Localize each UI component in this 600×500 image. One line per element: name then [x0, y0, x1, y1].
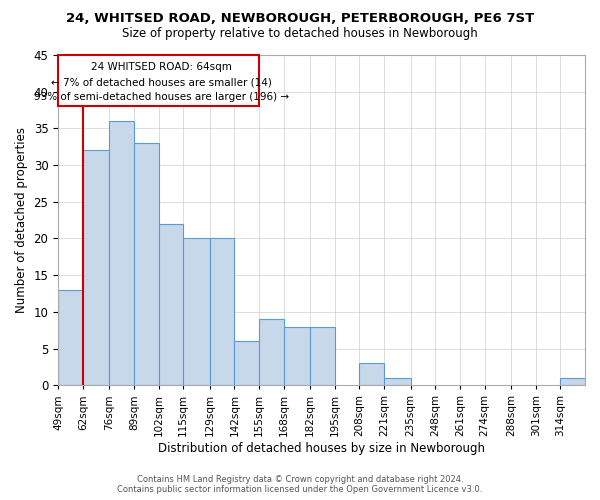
- Text: 24 WHITSED ROAD: 64sqm: 24 WHITSED ROAD: 64sqm: [91, 62, 232, 72]
- Bar: [384, 378, 410, 386]
- Text: Contains HM Land Registry data © Crown copyright and database right 2024.
Contai: Contains HM Land Registry data © Crown c…: [118, 474, 482, 494]
- Bar: [158, 224, 183, 386]
- Bar: [210, 238, 235, 386]
- Bar: [134, 143, 158, 386]
- Text: 24, WHITSED ROAD, NEWBOROUGH, PETERBOROUGH, PE6 7ST: 24, WHITSED ROAD, NEWBOROUGH, PETERBOROU…: [66, 12, 534, 26]
- Bar: [310, 326, 335, 386]
- Bar: [560, 378, 585, 386]
- Bar: [83, 150, 109, 386]
- X-axis label: Distribution of detached houses by size in Newborough: Distribution of detached houses by size …: [158, 442, 485, 455]
- Text: ← 7% of detached houses are smaller (14): ← 7% of detached houses are smaller (14): [51, 77, 272, 87]
- Text: 93% of semi-detached houses are larger (196) →: 93% of semi-detached houses are larger (…: [34, 92, 289, 102]
- Bar: [235, 342, 259, 386]
- Bar: [109, 121, 134, 386]
- Bar: [359, 364, 384, 386]
- Y-axis label: Number of detached properties: Number of detached properties: [15, 127, 28, 313]
- Text: Size of property relative to detached houses in Newborough: Size of property relative to detached ho…: [122, 28, 478, 40]
- Bar: [58, 290, 83, 386]
- FancyBboxPatch shape: [58, 55, 259, 106]
- Bar: [183, 238, 210, 386]
- Bar: [284, 326, 310, 386]
- Bar: [259, 319, 284, 386]
